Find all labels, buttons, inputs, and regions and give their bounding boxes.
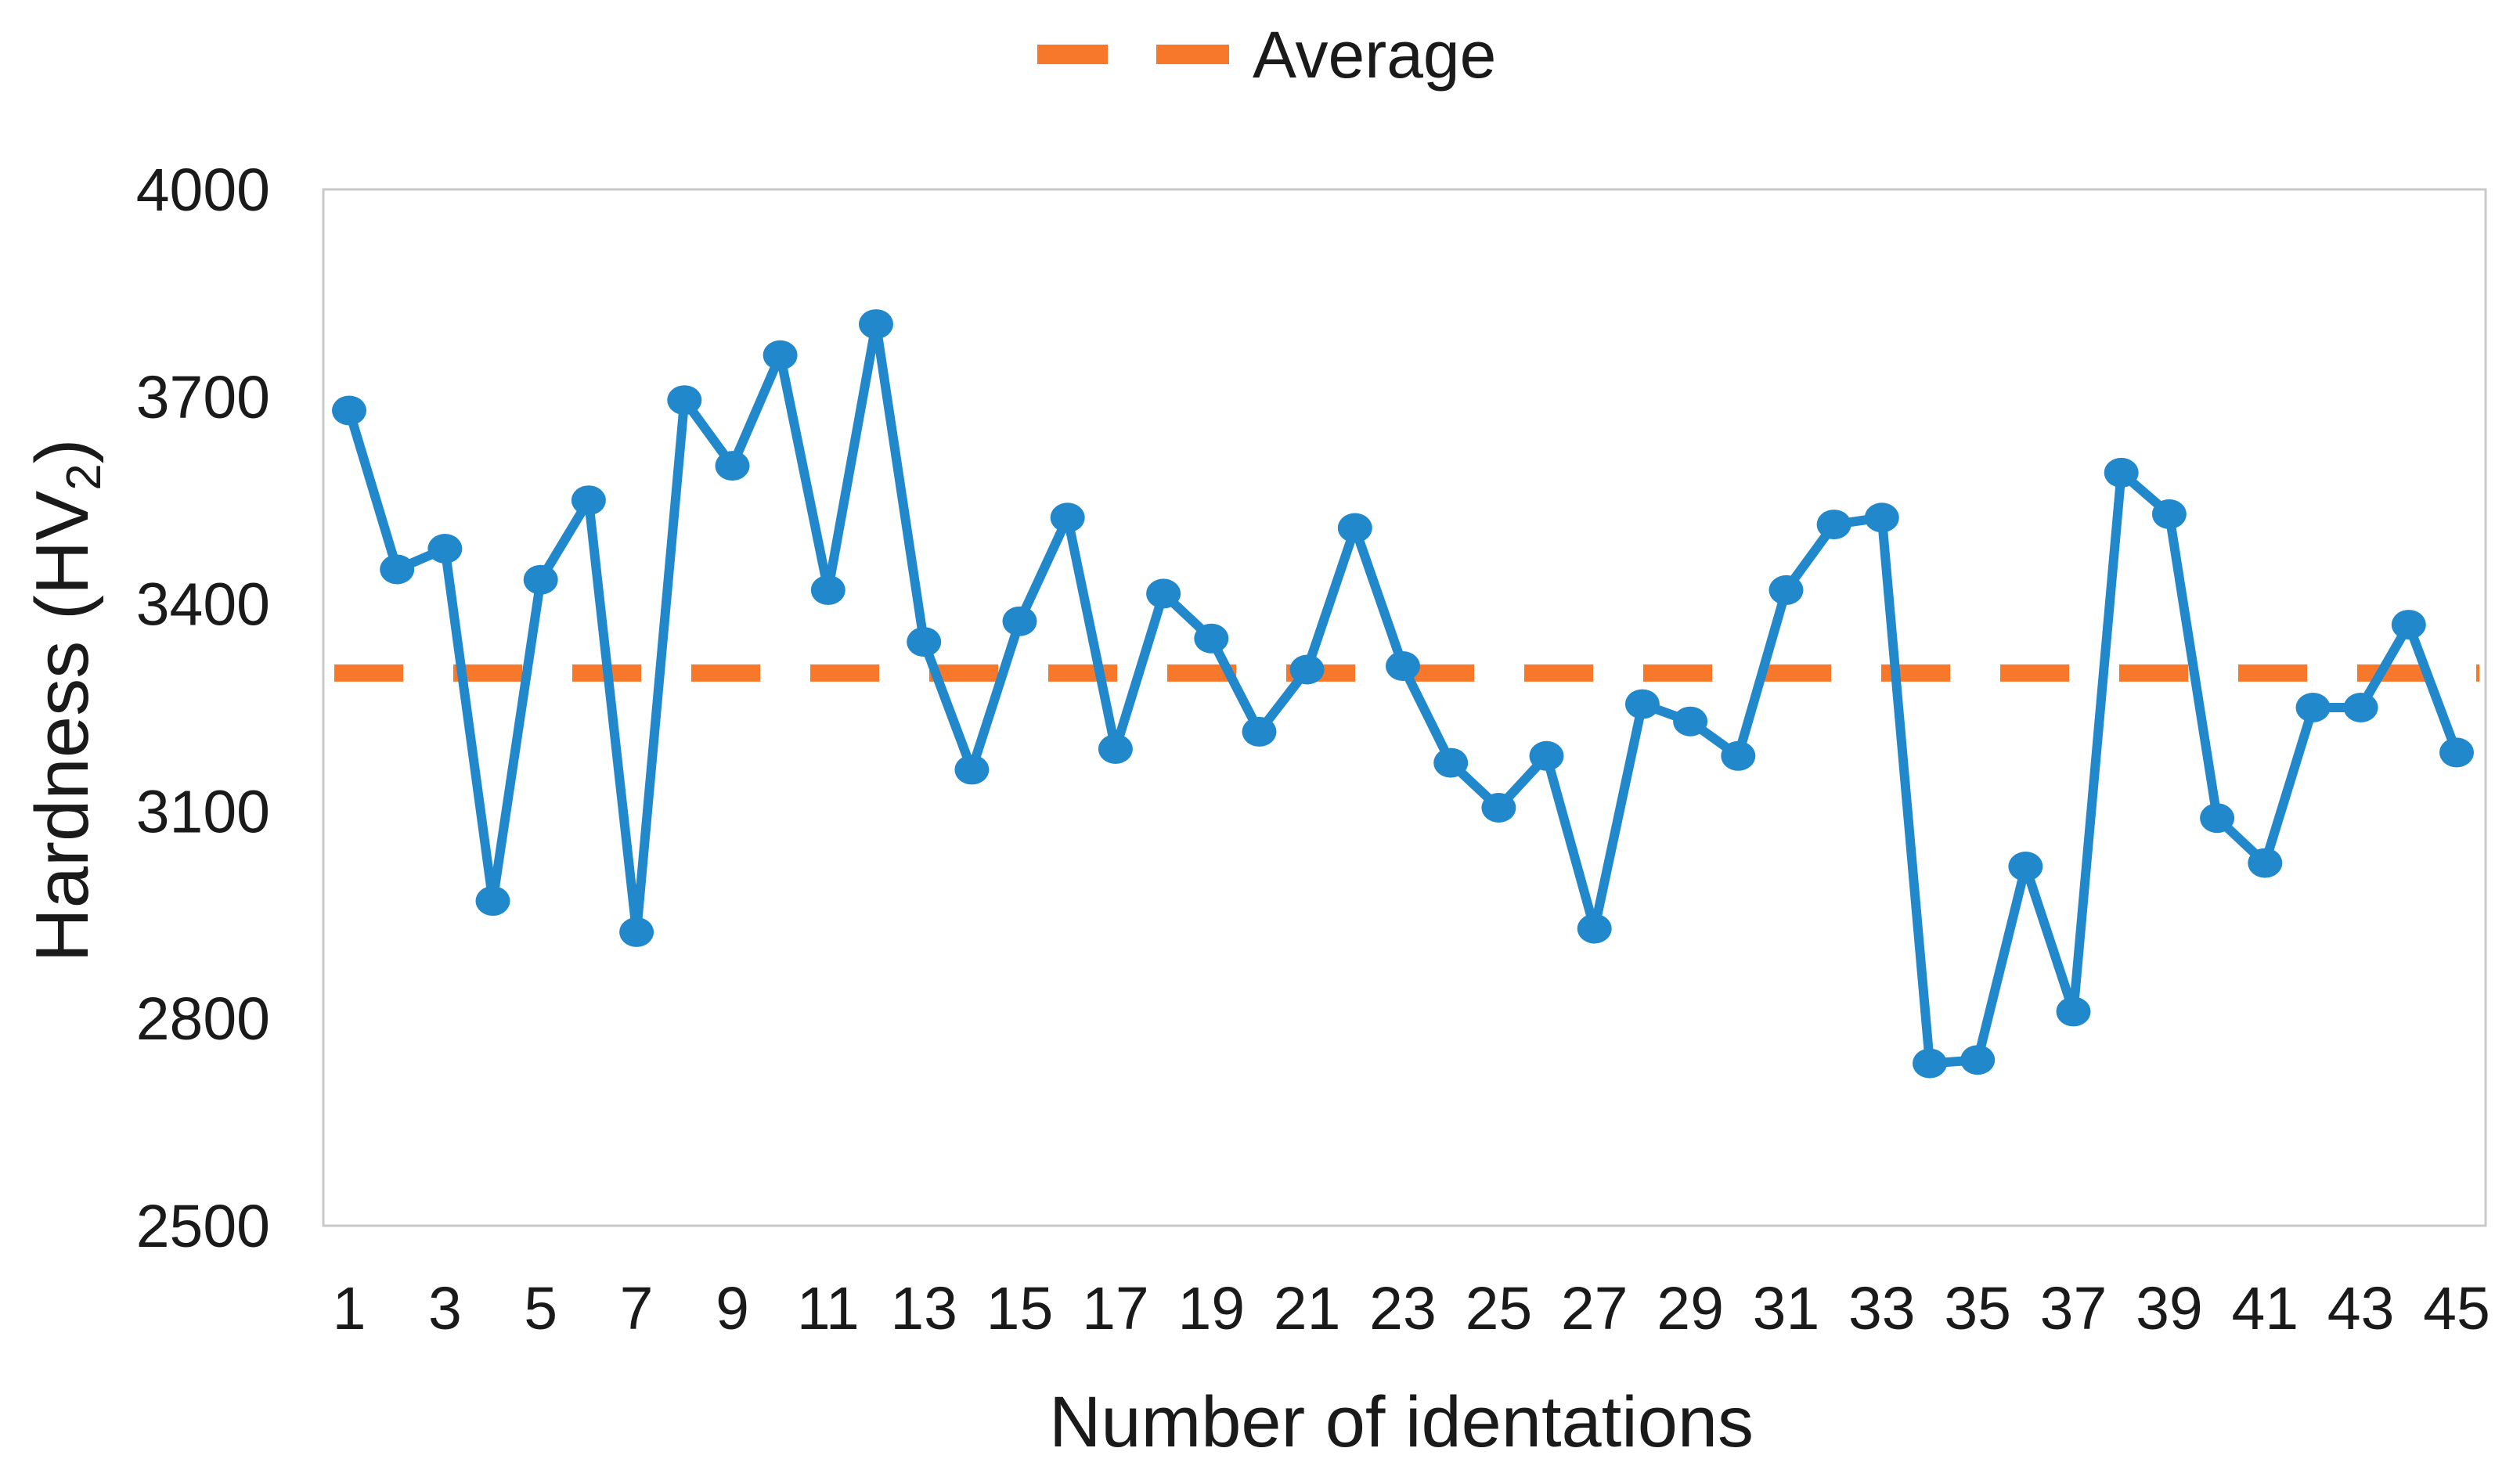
data-point: [2391, 610, 2426, 640]
legend-average-dash-icon: [1037, 45, 1108, 64]
x-tick-label: 21: [1274, 1275, 1341, 1342]
x-tick-label: 39: [2136, 1275, 2203, 1342]
x-tick-label: 25: [1466, 1275, 1533, 1342]
x-tick-label: 5: [524, 1275, 557, 1342]
data-point: [1481, 793, 1516, 823]
data-point: [859, 309, 893, 340]
x-axis-tick-labels: 1 3 5 7 9 11 13 15 17 19 21 23 25 27 29 31 33 35 37 39 41 43 4…: [333, 1275, 2490, 1342]
data-point: [2439, 737, 2474, 768]
data-point: [1194, 623, 1229, 654]
y-axis-title: Hardness (HV2): [20, 438, 111, 962]
data-point: [1816, 510, 1851, 540]
data-point: [954, 755, 990, 785]
data-point: [1098, 734, 1133, 764]
data-point: [2104, 457, 2139, 488]
data-point: [1768, 575, 1804, 605]
data-point: [475, 886, 510, 917]
data-point: [1721, 740, 1756, 771]
x-tick-label: 29: [1657, 1275, 1724, 1342]
data-point: [2056, 996, 2091, 1027]
x-axis-title: Number of identations: [1049, 1382, 1754, 1462]
data-point: [1146, 578, 1181, 609]
data-point: [1864, 502, 1899, 533]
y-tick-label: 3100: [136, 778, 270, 845]
x-tick-label: 3: [428, 1275, 462, 1342]
y-tick-label: 4000: [136, 157, 270, 224]
data-point: [1289, 654, 1325, 685]
data-point: [1433, 747, 1469, 778]
data-point: [763, 340, 798, 370]
x-tick-label: 37: [2040, 1275, 2107, 1342]
y-tick-label: 3400: [136, 571, 270, 639]
x-tick-label: 43: [2327, 1275, 2395, 1342]
y-tick-label: 2800: [136, 985, 270, 1053]
data-point: [332, 395, 366, 426]
data-point: [2151, 499, 2187, 529]
x-tick-label: 35: [1944, 1275, 2011, 1342]
data-point: [619, 917, 654, 947]
legend: Average: [1037, 18, 1496, 92]
data-point: [2343, 693, 2378, 722]
data-point: [427, 534, 463, 564]
data-point: [1242, 716, 1277, 747]
x-tick-label: 17: [1082, 1275, 1149, 1342]
data-point: [1577, 913, 1612, 944]
x-tick-label: 31: [1753, 1275, 1820, 1342]
legend-average-dash-icon: [1156, 45, 1229, 64]
data-point: [715, 451, 750, 481]
x-tick-label: 41: [2231, 1275, 2298, 1342]
x-tick-label: 13: [890, 1275, 957, 1342]
data-point: [2248, 848, 2283, 878]
data-point: [380, 554, 415, 585]
legend-average-label: Average: [1253, 18, 1496, 92]
x-tick-label: 7: [620, 1275, 654, 1342]
x-tick-label: 9: [716, 1275, 749, 1342]
x-tick-label: 27: [1561, 1275, 1628, 1342]
data-point: [1913, 1048, 1947, 1079]
data-point: [907, 627, 942, 657]
data-point: [1673, 706, 1708, 737]
x-tick-label: 19: [1177, 1275, 1245, 1342]
y-tick-label: 3700: [136, 364, 270, 431]
x-tick-label: 45: [2423, 1275, 2490, 1342]
data-point: [1529, 740, 1564, 771]
y-axis-tick-labels: 2500 2800 3100 3400 3700 4000: [136, 157, 270, 1260]
data-point: [2200, 803, 2235, 834]
data-point: [523, 564, 558, 595]
data-point: [1386, 651, 1420, 681]
data-point: [1050, 502, 1085, 533]
data-point: [1960, 1045, 1996, 1075]
data-point: [667, 385, 702, 416]
data-point: [1337, 513, 1372, 543]
plot-frame: [322, 188, 2487, 1227]
data-point: [571, 485, 606, 516]
x-tick-label: 23: [1369, 1275, 1437, 1342]
series-line: [344, 319, 2461, 1068]
data-point: [810, 575, 845, 605]
data-point: [2295, 693, 2331, 722]
x-tick-label: 11: [797, 1275, 860, 1342]
data-point: [1624, 689, 1660, 719]
x-tick-label: 33: [1848, 1275, 1916, 1342]
y-tick-label: 2500: [136, 1193, 270, 1260]
x-tick-label: 15: [986, 1275, 1054, 1342]
data-point: [2008, 852, 2043, 881]
x-tick-label: 1: [333, 1275, 366, 1342]
series-markers: [332, 309, 2474, 1079]
data-point: [1002, 606, 1037, 636]
